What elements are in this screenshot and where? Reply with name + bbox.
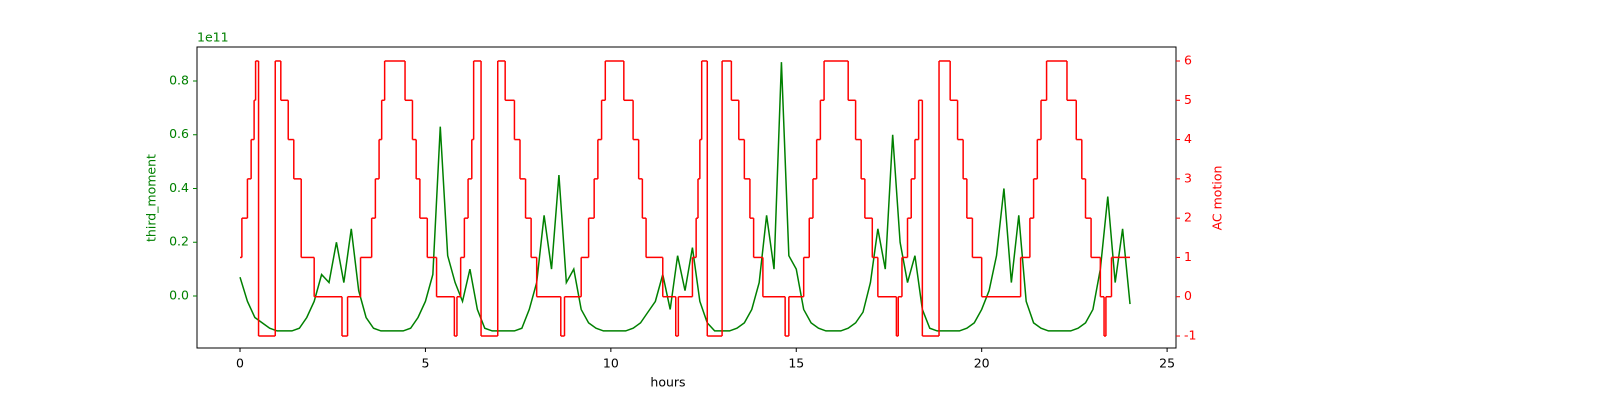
y2-axis-label: AC motion [1210,166,1225,231]
plot-frame [196,46,1177,349]
y2-tick-label: 0 [1184,288,1192,303]
data-line [239,62,1131,332]
y-tick-label: 0.2 [169,234,189,249]
x-tick-label: 5 [421,356,429,371]
x-tick-label: 20 [974,356,990,371]
y-tick-label: 0.4 [169,180,189,195]
y2-tick-label: 5 [1184,92,1192,107]
y2-tick-label: 4 [1184,131,1192,146]
y-axis-label: third_moment [144,154,159,242]
y-tick-label: 0.6 [169,126,189,141]
y2-tick-label: -1 [1184,328,1196,343]
y-offset-text: 1e11 [197,30,229,45]
y2-tick-label: 3 [1184,170,1192,185]
x-axis-label: hours [650,375,685,390]
y-tick-label: 0.0 [169,287,189,302]
x-tick-label: 15 [788,356,804,371]
y2-tick-label: 1 [1184,249,1192,264]
y2-tick-label: 2 [1184,210,1192,225]
y-tick-label: 0.8 [169,72,189,87]
x-tick-label: 0 [236,356,244,371]
x-tick-label: 10 [603,356,619,371]
y2-tick-label: 6 [1184,52,1192,67]
x-tick-label: 25 [1159,356,1175,371]
